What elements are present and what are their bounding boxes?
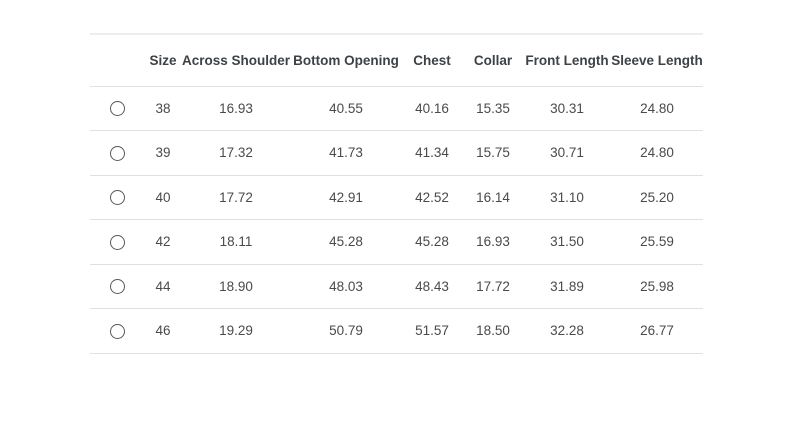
collar-cell: 17.72 xyxy=(463,264,523,309)
across-shoulder-cell: 17.72 xyxy=(181,175,291,220)
size-chart-body: 38 16.93 40.55 40.16 15.35 30.31 24.80 3… xyxy=(90,86,703,354)
sleeve-length-cell: 25.98 xyxy=(611,264,703,309)
table-row-size-38: 38 16.93 40.55 40.16 15.35 30.31 24.80 xyxy=(90,86,703,131)
size-cell: 40 xyxy=(145,175,181,220)
across-shoulder-cell: 19.29 xyxy=(181,308,291,354)
radio-cell xyxy=(90,86,145,131)
front-length-cell: 31.50 xyxy=(523,219,611,265)
size-cell: 46 xyxy=(145,308,181,354)
size-radio-40[interactable] xyxy=(110,190,125,206)
across-shoulder-cell: 18.11 xyxy=(181,219,291,265)
front-length-cell: 31.10 xyxy=(523,175,611,220)
sleeve-length-cell: 25.59 xyxy=(611,219,703,265)
sleeve-length-cell: 26.77 xyxy=(611,308,703,354)
front-length-cell: 31.89 xyxy=(523,264,611,309)
chest-cell: 51.57 xyxy=(401,308,463,354)
front-length-cell: 32.28 xyxy=(523,308,611,354)
radio-cell xyxy=(90,175,145,220)
size-chart-header: Size Across Shoulder Bottom Opening Ches… xyxy=(90,34,703,87)
across-shoulder-cell: 17.32 xyxy=(181,130,291,176)
chest-cell: 48.43 xyxy=(401,264,463,309)
collar-cell: 18.50 xyxy=(463,308,523,354)
front-length-cell: 30.71 xyxy=(523,130,611,176)
sleeve-length-cell: 25.20 xyxy=(611,175,703,220)
table-row-size-39: 39 17.32 41.73 41.34 15.75 30.71 24.80 xyxy=(90,130,703,176)
radio-cell xyxy=(90,219,145,265)
table-row-size-44: 44 18.90 48.03 48.43 17.72 31.89 25.98 xyxy=(90,264,703,309)
sleeve-length-cell: 24.80 xyxy=(611,86,703,131)
bottom-opening-cell: 48.03 xyxy=(291,264,401,309)
radio-cell xyxy=(90,308,145,354)
collar-cell: 15.35 xyxy=(463,86,523,131)
table-row-size-46: 46 19.29 50.79 51.57 18.50 32.28 26.77 xyxy=(90,308,703,354)
bottom-opening-cell: 42.91 xyxy=(291,175,401,220)
size-radio-39[interactable] xyxy=(110,145,125,161)
size-radio-42[interactable] xyxy=(110,234,125,250)
across-shoulder-cell: 18.90 xyxy=(181,264,291,309)
chest-cell: 42.52 xyxy=(401,175,463,220)
size-chart-table: Size Across Shoulder Bottom Opening Ches… xyxy=(90,33,703,354)
bottom-opening-cell: 41.73 xyxy=(291,130,401,176)
size-chart: Size Across Shoulder Bottom Opening Ches… xyxy=(90,33,703,354)
bottom-opening-cell: 40.55 xyxy=(291,86,401,131)
front-length-cell: 30.31 xyxy=(523,86,611,131)
size-cell: 42 xyxy=(145,219,181,265)
header-across-shoulder: Across Shoulder xyxy=(181,34,291,87)
header-size: Size xyxy=(145,34,181,87)
collar-cell: 15.75 xyxy=(463,130,523,176)
radio-cell xyxy=(90,130,145,176)
collar-cell: 16.14 xyxy=(463,175,523,220)
header-sleeve-length: Sleeve Length xyxy=(611,34,703,87)
header-row: Size Across Shoulder Bottom Opening Ches… xyxy=(90,34,703,87)
size-radio-38[interactable] xyxy=(110,101,125,117)
size-radio-46[interactable] xyxy=(110,323,125,339)
size-cell: 38 xyxy=(145,86,181,131)
header-front-length: Front Length xyxy=(523,34,611,87)
header-bottom-opening: Bottom Opening xyxy=(291,34,401,87)
chest-cell: 40.16 xyxy=(401,86,463,131)
table-row-size-42: 42 18.11 45.28 45.28 16.93 31.50 25.59 xyxy=(90,219,703,265)
chest-cell: 41.34 xyxy=(401,130,463,176)
header-collar: Collar xyxy=(463,34,523,87)
bottom-opening-cell: 45.28 xyxy=(291,219,401,265)
bottom-opening-cell: 50.79 xyxy=(291,308,401,354)
size-cell: 44 xyxy=(145,264,181,309)
collar-cell: 16.93 xyxy=(463,219,523,265)
across-shoulder-cell: 16.93 xyxy=(181,86,291,131)
chest-cell: 45.28 xyxy=(401,219,463,265)
table-row-size-40: 40 17.72 42.91 42.52 16.14 31.10 25.20 xyxy=(90,175,703,220)
header-chest: Chest xyxy=(401,34,463,87)
radio-cell xyxy=(90,264,145,309)
size-cell: 39 xyxy=(145,130,181,176)
header-radio-spacer xyxy=(90,34,145,87)
sleeve-length-cell: 24.80 xyxy=(611,130,703,176)
size-radio-44[interactable] xyxy=(110,279,125,295)
